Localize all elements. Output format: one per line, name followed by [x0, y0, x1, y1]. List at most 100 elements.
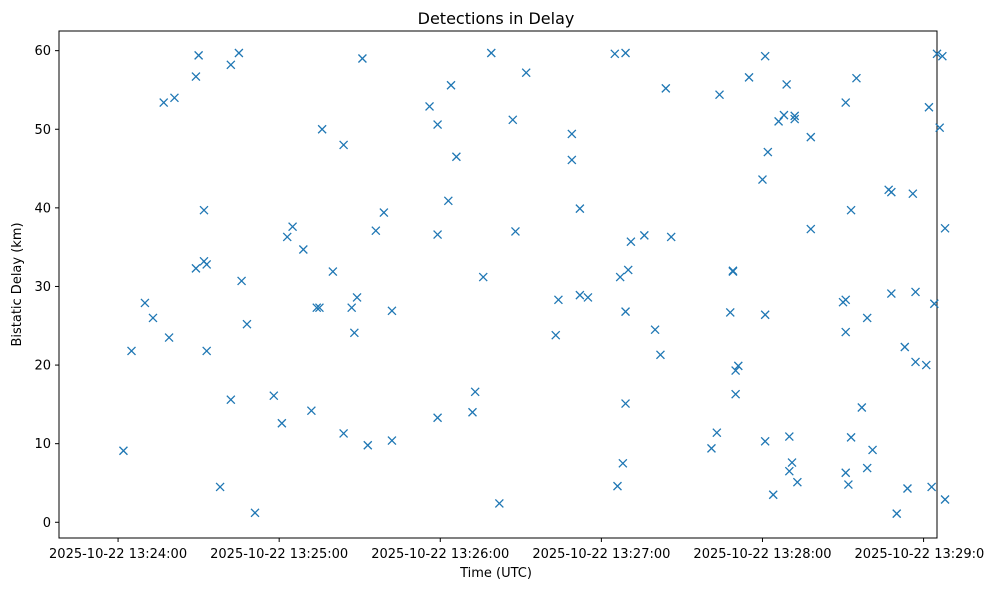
data-point — [924, 102, 934, 112]
data-point — [446, 80, 456, 90]
data-point — [379, 208, 389, 218]
data-point — [862, 463, 872, 473]
data-point — [194, 50, 204, 60]
x-tick-label: 2025-10-22 13:29:00 — [855, 547, 985, 562]
data-point — [226, 395, 236, 405]
data-point — [623, 265, 633, 275]
data-point — [387, 436, 397, 445]
data-point — [451, 152, 461, 162]
data-point — [846, 432, 856, 442]
data-point — [903, 484, 912, 493]
data-point — [639, 230, 649, 240]
data-point — [298, 245, 308, 254]
data-point — [784, 432, 794, 442]
data-point — [779, 110, 789, 120]
data-point — [940, 223, 950, 233]
data-point — [787, 458, 797, 467]
data-point — [433, 230, 443, 240]
y-tick-label: 40 — [34, 201, 51, 216]
data-point — [339, 140, 349, 150]
data-point — [234, 48, 244, 58]
y-tick-label: 20 — [34, 359, 51, 374]
data-point — [892, 509, 902, 519]
data-point — [610, 49, 620, 59]
data-point — [583, 293, 593, 302]
data-point — [935, 123, 945, 133]
data-point — [618, 458, 628, 468]
data-point — [886, 289, 896, 298]
data-point — [237, 276, 247, 286]
data-point — [857, 403, 867, 412]
data-point — [575, 204, 585, 214]
data-point — [792, 477, 802, 487]
data-point — [908, 189, 918, 199]
data-point — [242, 319, 252, 329]
data-point — [494, 498, 504, 508]
data-point — [387, 306, 397, 316]
data-point — [508, 115, 518, 125]
data-point — [940, 495, 950, 504]
y-tick-label: 60 — [34, 44, 51, 59]
data-point — [433, 413, 443, 423]
data-point — [725, 307, 735, 317]
data-point — [567, 155, 577, 165]
data-point — [164, 333, 174, 343]
data-point — [650, 325, 660, 335]
data-point — [806, 132, 816, 142]
data-point — [191, 263, 201, 273]
data-point — [929, 299, 939, 309]
x-tick-label: 2025-10-22 13:25:00 — [210, 547, 348, 562]
data-point — [567, 129, 577, 139]
data-point — [927, 482, 937, 492]
data-point — [655, 350, 665, 360]
data-point — [478, 272, 488, 282]
data-point — [363, 440, 373, 450]
data-point — [841, 295, 851, 305]
data-point — [277, 418, 287, 428]
data-point — [932, 49, 942, 59]
data-point — [733, 361, 743, 371]
data-point — [768, 490, 778, 500]
data-point — [790, 111, 800, 121]
y-axis-label: Bistatic Delay (km) — [10, 222, 25, 346]
data-point — [621, 48, 630, 58]
data-point — [911, 287, 920, 297]
data-point — [782, 79, 792, 89]
data-point — [148, 313, 158, 323]
data-point — [433, 120, 443, 129]
data-point — [744, 72, 754, 82]
data-point — [226, 60, 236, 70]
data-point — [288, 222, 298, 232]
data-point — [921, 360, 931, 370]
chart-title: Detections in Delay — [418, 9, 575, 28]
data-point — [159, 98, 169, 107]
data-point — [191, 72, 201, 82]
x-tick-label: 2025-10-22 13:24:00 — [49, 547, 187, 562]
data-point — [250, 508, 260, 518]
data-point — [661, 83, 671, 93]
data-point — [715, 90, 724, 100]
data-point — [425, 102, 434, 111]
data-point — [282, 232, 292, 242]
data-point — [841, 468, 851, 478]
data-point — [937, 51, 947, 61]
data-point — [347, 303, 357, 313]
data-point — [763, 147, 773, 157]
data-point — [731, 366, 741, 376]
x-tick-label: 2025-10-22 13:27:00 — [532, 547, 670, 562]
y-tick-label: 30 — [34, 280, 51, 295]
data-point — [731, 389, 741, 399]
data-point — [140, 298, 150, 308]
data-point — [118, 446, 128, 456]
data-point — [328, 267, 338, 276]
data-point — [862, 313, 872, 323]
data-point — [728, 267, 738, 276]
data-point — [470, 387, 480, 397]
data-point — [666, 232, 676, 242]
data-point — [760, 310, 770, 320]
data-point — [202, 259, 212, 269]
data-point — [712, 428, 722, 438]
data-point — [613, 481, 622, 491]
data-point — [202, 346, 212, 356]
